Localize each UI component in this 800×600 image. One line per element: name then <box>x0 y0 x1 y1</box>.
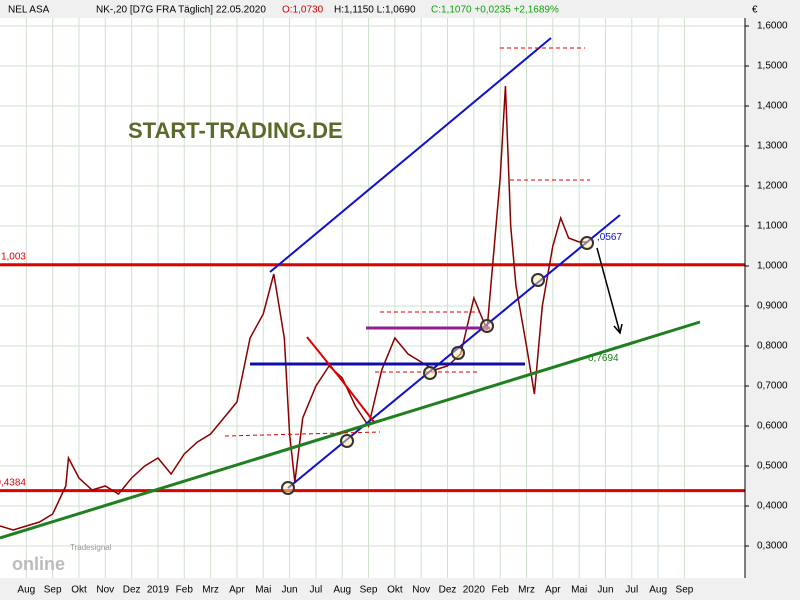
x-tick-label: Jul <box>625 585 638 596</box>
symbol: NEL ASA <box>8 5 50 16</box>
header-close: C:1,1070 +0,0235 +2,1689% <box>431 5 559 16</box>
price-line <box>0 85 588 531</box>
header-hilo: H:1,1150 L:1,0690 <box>334 5 416 16</box>
x-tick-label: Mrz <box>202 585 219 596</box>
x-tick-label: Okt <box>387 585 403 596</box>
x-tick-label: Okt <box>71 585 87 596</box>
x-tick-label: Mai <box>255 585 271 596</box>
x-tick-label: Nov <box>96 585 114 596</box>
x-tick-label: Aug <box>17 585 35 596</box>
x-tick-label: Sep <box>44 585 62 596</box>
y-tick-label: 0,7000 <box>757 381 788 392</box>
x-tick-label: Jun <box>597 585 613 596</box>
wedge-line <box>306 336 375 423</box>
x-tick-label: Mrz <box>518 585 535 596</box>
header-info: NK-,20 [D7G FRA Täglich] 22.05.2020 <box>96 5 266 16</box>
x-tick-label: Jun <box>282 585 298 596</box>
arrow <box>596 247 621 334</box>
x-tick-label: Aug <box>333 585 351 596</box>
brand-top: Tradesignal <box>70 543 112 552</box>
header-open: O:1,0730 <box>282 5 324 16</box>
brand: online <box>12 554 65 574</box>
annotation: 0,7694 <box>588 353 619 364</box>
x-tick-label: Aug <box>649 585 667 596</box>
annotation: ,0567 <box>597 232 622 243</box>
y-tick-label: 1,1000 <box>757 221 788 232</box>
markers <box>281 236 594 495</box>
y-tick-label: 0,9000 <box>757 301 788 312</box>
x-tick-label: Mai <box>571 585 587 596</box>
x-tick-label: 2020 <box>463 585 486 596</box>
x-tick-label: Sep <box>360 585 378 596</box>
y-tick-label: 0,4000 <box>757 501 788 512</box>
x-tick-label: Feb <box>176 585 194 596</box>
currency: € <box>752 5 758 16</box>
plot: 1,003 0,4384 0,7694 ,0567 <box>0 85 745 531</box>
x-tick-label: Apr <box>229 585 245 596</box>
y-tick-label: 1,2000 <box>757 181 788 192</box>
x-tick-label: Jul <box>310 585 323 596</box>
x-tick-label: Feb <box>492 585 510 596</box>
y-tick-label: 0,8000 <box>757 341 788 352</box>
y-tick-label: 1,0000 <box>757 261 788 272</box>
arrow-head <box>613 323 623 335</box>
x-tick-label: Dez <box>123 585 141 596</box>
x-tick-label: 2019 <box>147 585 170 596</box>
watermark: START-TRADING.DE <box>128 118 343 143</box>
plot-area <box>0 18 745 578</box>
y-tick-label: 0,5000 <box>757 461 788 472</box>
x-tick-label: Dez <box>439 585 457 596</box>
trendlines <box>0 37 701 540</box>
support-line <box>0 320 701 540</box>
level-label: 1,003 <box>1 251 26 262</box>
dashed-levels <box>224 47 590 437</box>
y-tick-label: 1,5000 <box>757 61 788 72</box>
level-label: 0,4384 <box>0 477 26 488</box>
y-tick-label: 1,6000 <box>757 21 788 32</box>
header-bar <box>0 0 800 18</box>
x-tick-label: Apr <box>545 585 561 596</box>
channel-top <box>269 37 552 273</box>
y-tick-label: 1,4000 <box>757 101 788 112</box>
y-tick-label: 1,3000 <box>757 141 788 152</box>
y-tick-label: 0,6000 <box>757 421 788 432</box>
x-tick-label: Nov <box>412 585 430 596</box>
y-tick-label: 0,3000 <box>757 541 788 552</box>
x-tick-label: Sep <box>676 585 694 596</box>
